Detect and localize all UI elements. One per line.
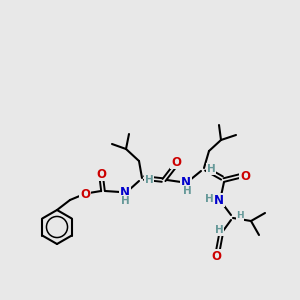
Text: O: O: [211, 250, 221, 262]
Text: H: H: [205, 194, 213, 204]
Text: O: O: [240, 169, 250, 182]
Text: H: H: [145, 175, 153, 185]
Text: H: H: [121, 196, 129, 206]
Text: O: O: [96, 167, 106, 181]
Text: H: H: [214, 225, 224, 235]
Text: O: O: [171, 155, 181, 169]
Text: N: N: [120, 185, 130, 199]
Text: O: O: [80, 188, 90, 200]
Text: N: N: [214, 194, 224, 206]
Text: H: H: [236, 212, 244, 220]
Text: H: H: [207, 164, 215, 174]
Text: H: H: [183, 186, 191, 196]
Text: N: N: [181, 176, 191, 188]
